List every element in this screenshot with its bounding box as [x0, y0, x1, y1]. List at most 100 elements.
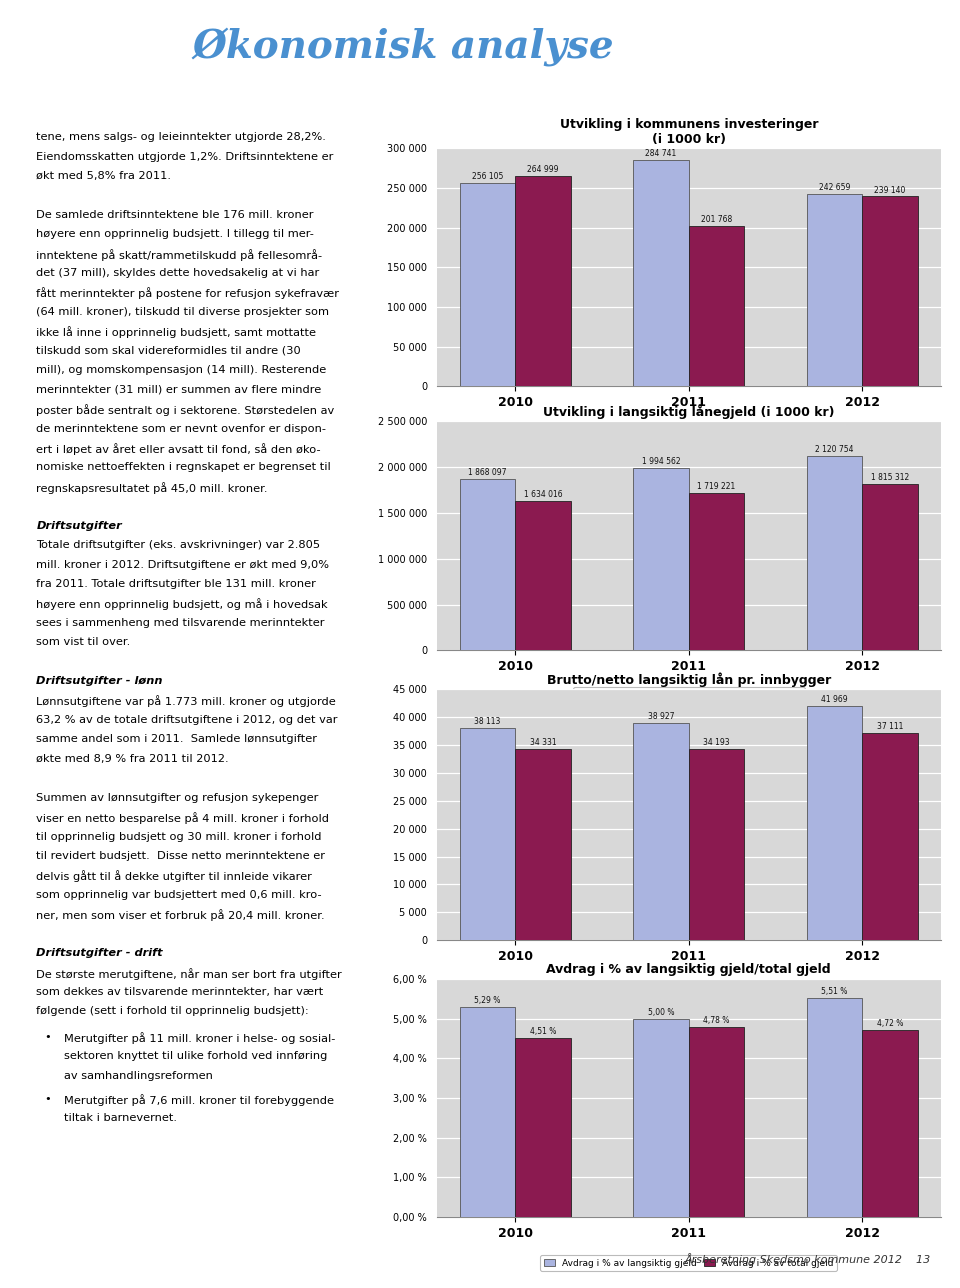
- Bar: [516, 748, 571, 940]
- Text: Merutgifter på 7,6 mill. kroner til forebyggende: Merutgifter på 7,6 mill. kroner til fore…: [64, 1094, 334, 1106]
- Text: 1 868 097: 1 868 097: [468, 469, 507, 478]
- Bar: [688, 227, 744, 386]
- Legend: Brutto langsiktig gjeld pr.innbygger, Netto langsiktig gjeld pr. innbygger: Brutto langsiktig gjeld pr.innbygger, Ne…: [595, 980, 782, 1010]
- Text: 239 140: 239 140: [875, 185, 906, 194]
- Legend: Brutto investeringsutgifter, Netto investeringsutgifter: Brutto investeringsutgifter, Netto inves…: [544, 424, 833, 440]
- Text: som opprinnelig var budsjettert med 0,6 mill. kro-: som opprinnelig var budsjettert med 0,6 …: [36, 890, 323, 900]
- Text: som vist til over.: som vist til over.: [36, 638, 131, 648]
- Legend: Brutto langsiktig lån, Netto langsiktig lån: Brutto langsiktig lån, Netto langsiktig …: [573, 687, 804, 705]
- Text: Eiendomsskatten utgjorde 1,2%. Driftsinntektene er: Eiendomsskatten utgjorde 1,2%. Driftsinn…: [36, 152, 334, 161]
- Text: Lønnsutgiftene var på 1.773 mill. kroner og utgjorde: Lønnsutgiftene var på 1.773 mill. kroner…: [36, 696, 336, 707]
- Bar: [634, 468, 688, 650]
- Text: De samlede driftsinntektene ble 176 mill. kroner: De samlede driftsinntektene ble 176 mill…: [36, 210, 314, 220]
- Text: samme andel som i 2011.  Samlede lønnsutgifter: samme andel som i 2011. Samlede lønnsutg…: [36, 734, 318, 744]
- Text: økte med 8,9 % fra 2011 til 2012.: økte med 8,9 % fra 2011 til 2012.: [36, 753, 229, 764]
- Text: 63,2 % av de totale driftsutgiftene i 2012, og det var: 63,2 % av de totale driftsutgiftene i 20…: [36, 715, 338, 725]
- Text: Summen av lønnsutgifter og refusjon sykepenger: Summen av lønnsutgifter og refusjon syke…: [36, 792, 319, 802]
- Text: 264 999: 264 999: [527, 165, 559, 174]
- Text: Totale driftsutgifter (eks. avskrivninger) var 2.805: Totale driftsutgifter (eks. avskrivninge…: [36, 540, 321, 550]
- Bar: [460, 728, 516, 940]
- Title: Utvikling i langsiktig lånegjeld (i 1000 kr): Utvikling i langsiktig lånegjeld (i 1000…: [543, 404, 834, 419]
- Text: 37 111: 37 111: [876, 723, 903, 732]
- Bar: [516, 1038, 571, 1217]
- Text: fra 2011. Totale driftsutgifter ble 131 mill. kroner: fra 2011. Totale driftsutgifter ble 131 …: [36, 580, 317, 589]
- Text: 5,51 %: 5,51 %: [822, 988, 848, 997]
- Text: 4,51 %: 4,51 %: [530, 1027, 556, 1036]
- Text: sees i sammenheng med tilsvarende merinntekter: sees i sammenheng med tilsvarende merinn…: [36, 618, 325, 627]
- Text: 4,72 %: 4,72 %: [876, 1019, 903, 1028]
- Text: (64 mill. kroner), tilskudd til diverse prosjekter som: (64 mill. kroner), tilskudd til diverse …: [36, 307, 329, 317]
- Text: 38 113: 38 113: [474, 716, 501, 725]
- Text: poster både sentralt og i sektorene. Størstedelen av: poster både sentralt og i sektorene. Stø…: [36, 404, 335, 416]
- Bar: [862, 1029, 918, 1217]
- Text: Økonomisk analyse: Økonomisk analyse: [192, 27, 614, 66]
- Text: •: •: [44, 1094, 51, 1104]
- Title: Avdrag i % av langsiktig gjeld/total gjeld: Avdrag i % av langsiktig gjeld/total gje…: [546, 963, 831, 976]
- Text: Driftsutgifter - drift: Driftsutgifter - drift: [36, 948, 163, 958]
- Text: merinntekter (31 mill) er summen av flere mindre: merinntekter (31 mill) er summen av fler…: [36, 385, 322, 394]
- Text: økt med 5,8% fra 2011.: økt med 5,8% fra 2011.: [36, 171, 172, 180]
- Bar: [460, 183, 516, 386]
- Text: til revidert budsjett.  Disse netto merinntektene er: til revidert budsjett. Disse netto merin…: [36, 851, 325, 860]
- Text: Årsberetning Skedsmo kommune 2012    13: Årsberetning Skedsmo kommune 2012 13: [684, 1253, 931, 1265]
- Text: ert i løpet av året eller avsatt til fond, så den øko-: ert i løpet av året eller avsatt til fon…: [36, 443, 321, 455]
- Text: som dekkes av tilsvarende merinntekter, har vært: som dekkes av tilsvarende merinntekter, …: [36, 987, 324, 997]
- Text: det (37 mill), skyldes dette hovedsakelig at vi har: det (37 mill), skyldes dette hovedsakeli…: [36, 268, 320, 278]
- Bar: [634, 1019, 688, 1217]
- Bar: [688, 750, 744, 940]
- Text: inntektene på skatt/rammetilskudd på fellesområ-: inntektene på skatt/rammetilskudd på fel…: [36, 249, 323, 260]
- Text: tene, mens salgs- og leieinntekter utgjorde 28,2%.: tene, mens salgs- og leieinntekter utgjo…: [36, 133, 326, 142]
- Bar: [516, 176, 571, 386]
- Text: De største merutgiftene, når man ser bort fra utgifter: De største merutgiftene, når man ser bor…: [36, 967, 342, 979]
- Text: tilskudd som skal videreformidles til andre (30: tilskudd som skal videreformidles til an…: [36, 345, 301, 355]
- Text: ner, men som viser et forbruk på 20,4 mill. kroner.: ner, men som viser et forbruk på 20,4 mi…: [36, 909, 325, 921]
- Bar: [460, 1007, 516, 1217]
- Text: 5,00 %: 5,00 %: [648, 1007, 674, 1016]
- Text: fått merinntekter på postene for refusjon sykefravær: fått merinntekter på postene for refusjo…: [36, 287, 340, 299]
- Text: ikke lå inne i opprinnelig budsjett, samt mottatte: ikke lå inne i opprinnelig budsjett, sam…: [36, 326, 317, 339]
- Text: delvis gått til å dekke utgifter til innleide vikarer: delvis gått til å dekke utgifter til inn…: [36, 871, 312, 882]
- Text: Merutgifter på 11 mill. kroner i helse- og sosial-: Merutgifter på 11 mill. kroner i helse- …: [64, 1032, 336, 1043]
- Text: regnskapsresultatet på 45,0 mill. kroner.: regnskapsresultatet på 45,0 mill. kroner…: [36, 482, 268, 493]
- Bar: [634, 723, 688, 940]
- Bar: [460, 479, 516, 650]
- Bar: [688, 493, 744, 650]
- Bar: [862, 197, 918, 386]
- Title: Brutto/netto langsiktig lån pr. innbygger: Brutto/netto langsiktig lån pr. innbygge…: [546, 672, 831, 687]
- Legend: Avdrag i % av langsiktig gjeld, Avdrag i % av total gjeld: Avdrag i % av langsiktig gjeld, Avdrag i…: [540, 1255, 837, 1271]
- Text: til opprinnelig budsjett og 30 mill. kroner i forhold: til opprinnelig budsjett og 30 mill. kro…: [36, 832, 322, 841]
- Text: 201 768: 201 768: [701, 215, 732, 224]
- Text: 34 331: 34 331: [530, 738, 557, 747]
- Text: 2 120 754: 2 120 754: [815, 446, 853, 455]
- Text: tiltak i barnevernet.: tiltak i barnevernet.: [64, 1113, 178, 1123]
- Text: •: •: [44, 1032, 51, 1042]
- Text: mill), og momskompensasjon (14 mill). Resterende: mill), og momskompensasjon (14 mill). Re…: [36, 366, 326, 375]
- Text: 4,78 %: 4,78 %: [704, 1016, 730, 1025]
- Bar: [806, 193, 862, 386]
- Bar: [634, 160, 688, 386]
- Text: 1 815 312: 1 815 312: [871, 473, 909, 482]
- Bar: [806, 456, 862, 650]
- Text: de merinntektene som er nevnt ovenfor er dispon-: de merinntektene som er nevnt ovenfor er…: [36, 424, 326, 434]
- Bar: [806, 706, 862, 940]
- Bar: [516, 501, 571, 650]
- Text: sektoren knyttet til ulike forhold ved innføring: sektoren knyttet til ulike forhold ved i…: [64, 1051, 327, 1061]
- Text: nomiske nettoeffekten i regnskapet er begrenset til: nomiske nettoeffekten i regnskapet er be…: [36, 462, 331, 473]
- Text: høyere enn opprinnelig budsjett, og må i hovedsak: høyere enn opprinnelig budsjett, og må i…: [36, 599, 328, 611]
- Title: Utvikling i kommunens investeringer
(i 1000 kr): Utvikling i kommunens investeringer (i 1…: [560, 117, 818, 146]
- Text: følgende (sett i forhold til opprinnelig budsjett):: følgende (sett i forhold til opprinnelig…: [36, 1006, 309, 1016]
- Text: Driftsutgifter: Driftsutgifter: [36, 520, 122, 531]
- Text: viser en netto besparelse på 4 mill. kroner i forhold: viser en netto besparelse på 4 mill. kro…: [36, 813, 329, 824]
- Text: 41 969: 41 969: [821, 696, 848, 705]
- Bar: [862, 733, 918, 940]
- Text: 256 105: 256 105: [471, 173, 503, 182]
- Text: 1 994 562: 1 994 562: [641, 457, 681, 466]
- Text: av samhandlingsreformen: av samhandlingsreformen: [64, 1070, 213, 1081]
- Bar: [688, 1028, 744, 1217]
- Text: høyere enn opprinnelig budsjett. I tillegg til mer-: høyere enn opprinnelig budsjett. I tille…: [36, 229, 314, 240]
- Text: 1 719 221: 1 719 221: [698, 482, 735, 491]
- Text: 242 659: 242 659: [819, 183, 851, 192]
- Text: mill. kroner i 2012. Driftsutgiftene er økt med 9,0%: mill. kroner i 2012. Driftsutgiftene er …: [36, 559, 329, 569]
- Text: 1 634 016: 1 634 016: [524, 489, 563, 498]
- Bar: [806, 998, 862, 1217]
